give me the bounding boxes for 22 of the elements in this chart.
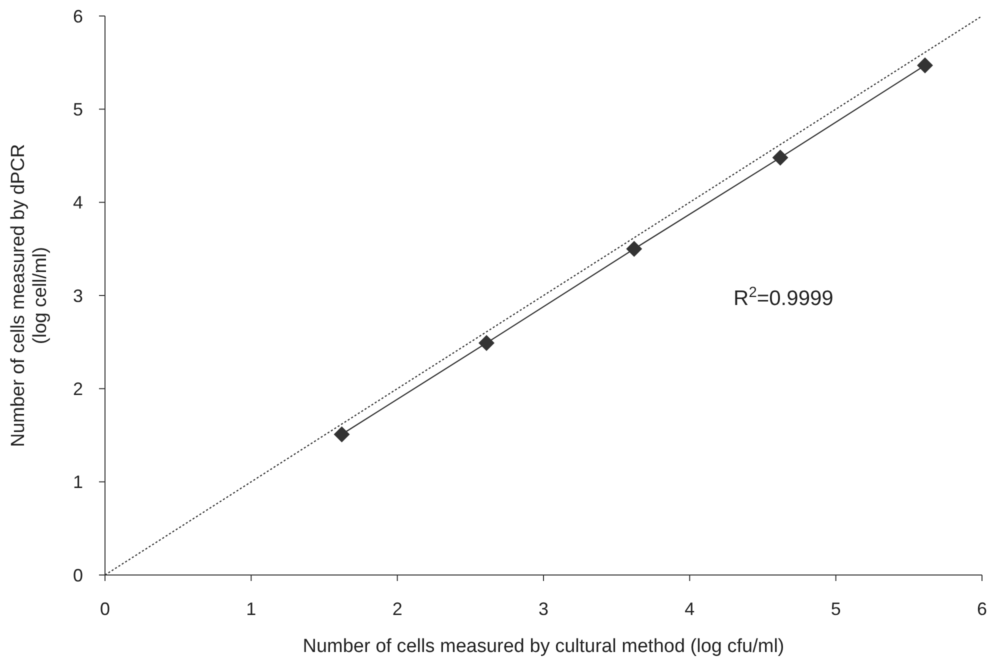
x-tick-label: 3 [538,599,549,619]
y-tick-label: 0 [72,565,83,586]
point [478,335,494,352]
x-tick-label: 0 [100,599,110,619]
x-axis-title: Number of cells measured by cultural method (log cfu/ml) [302,636,784,657]
annotation: R$^{2}$=0.9999 [734,284,834,310]
x-tick-label: 1 [246,599,256,619]
x-tick-label: 2 [392,599,402,619]
point [334,426,350,442]
y-tick-label: 1 [72,472,83,492]
point [626,240,642,257]
x-tick-label: 4 [684,599,695,619]
y-tick-label: 3 [72,286,83,306]
point [916,57,933,74]
y-tick-label: 4 [72,192,83,213]
y-tick-label: 6 [72,6,83,26]
x-tick-label: 5 [830,599,841,619]
y-axis-title: Number of cells measured by dPCR (log cell/ml) [8,144,51,448]
point [772,150,788,166]
x-tick-label: 6 [976,599,988,619]
y-tick-label: 2 [72,378,83,399]
y-tick-label: 5 [72,99,83,120]
